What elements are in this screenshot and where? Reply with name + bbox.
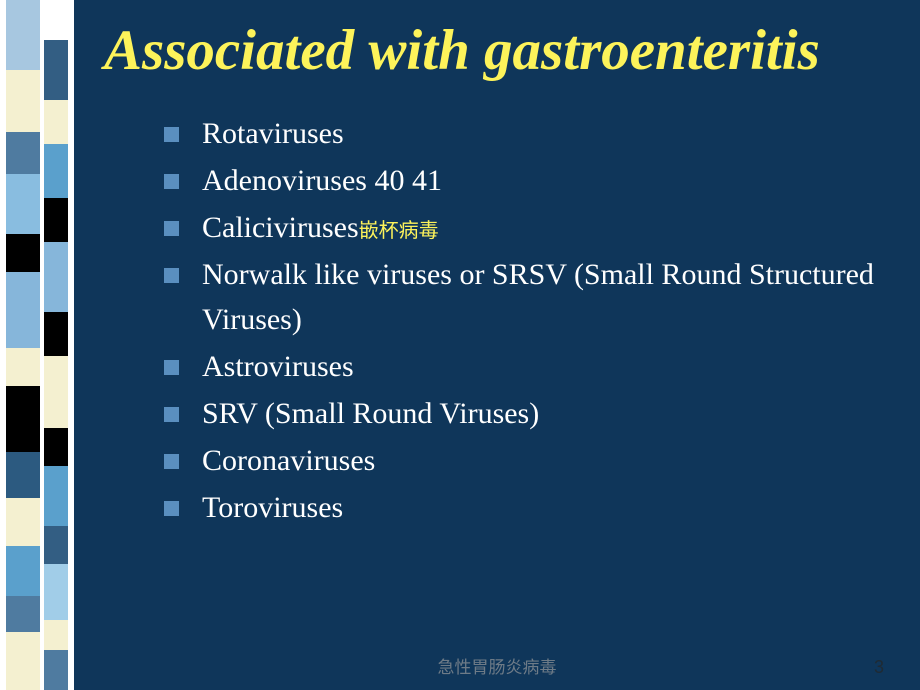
stripe-segment	[44, 526, 68, 564]
list-item-text: Astroviruses	[202, 350, 354, 383]
list-item-text: Caliciviruses	[202, 211, 359, 244]
stripe-segment	[44, 650, 68, 690]
list-item-suffix: 嵌杯病毒	[359, 220, 439, 242]
list-item: Astroviruses	[164, 344, 890, 389]
stripe-segment	[44, 40, 68, 100]
list-item-text: SRV (Small Round Viruses)	[202, 397, 539, 430]
list-item-text: Coronaviruses	[202, 444, 375, 477]
slide-title: Associated with gastroenteritis	[104, 20, 890, 83]
slide: Associated with gastroenteritis Rotaviru…	[0, 0, 920, 690]
stripe-column-b	[44, 0, 68, 690]
stripe-segment	[6, 386, 40, 452]
stripe-segment	[44, 356, 68, 428]
list-item-text: Adenoviruses 40 41	[202, 164, 442, 197]
stripe-segment	[44, 0, 68, 40]
stripe-segment	[6, 272, 40, 348]
page-number: 3	[874, 657, 884, 678]
stripe-segment	[6, 348, 40, 386]
footer-text: 急性胃肠炎病毒	[438, 653, 557, 678]
stripe-segment	[6, 132, 40, 174]
stripe-segment	[6, 452, 40, 498]
stripe-segment	[6, 498, 40, 546]
list-item: Toroviruses	[164, 485, 890, 530]
stripe-segment	[44, 198, 68, 242]
stripe-segment	[6, 70, 40, 132]
stripe-segment	[6, 546, 40, 596]
stripe-segment	[6, 596, 40, 632]
stripe-segment	[44, 428, 68, 466]
list-item-text: Rotaviruses	[202, 117, 344, 150]
stripe-segment	[6, 234, 40, 272]
stripe-segment	[44, 144, 68, 198]
list-item: Caliciviruses嵌杯病毒	[164, 205, 890, 250]
list-item-text: Norwalk like viruses or SRSV (Small Roun…	[202, 258, 874, 336]
list-item: SRV (Small Round Viruses)	[164, 391, 890, 436]
list-item-text: Toroviruses	[202, 491, 343, 524]
stripe-segment	[6, 174, 40, 234]
stripe-segment	[6, 0, 40, 70]
stripe-segment	[44, 242, 68, 312]
stripe-segment	[44, 100, 68, 144]
list-item: Norwalk like viruses or SRSV (Small Roun…	[164, 252, 890, 342]
stripe-segment	[44, 620, 68, 650]
stripe-segment	[44, 466, 68, 526]
list-item: Coronaviruses	[164, 438, 890, 483]
stripe-segment	[6, 632, 40, 690]
decorative-sidebar	[0, 0, 74, 690]
stripe-column-a	[6, 0, 40, 690]
stripe-segment	[44, 312, 68, 356]
slide-content: Associated with gastroenteritis Rotaviru…	[74, 0, 920, 690]
bullet-list: Rotaviruses Adenoviruses 40 41 Calicivirus…	[104, 111, 890, 530]
stripe-segment	[44, 564, 68, 620]
list-item: Adenoviruses 40 41	[164, 158, 890, 203]
list-item: Rotaviruses	[164, 111, 890, 156]
